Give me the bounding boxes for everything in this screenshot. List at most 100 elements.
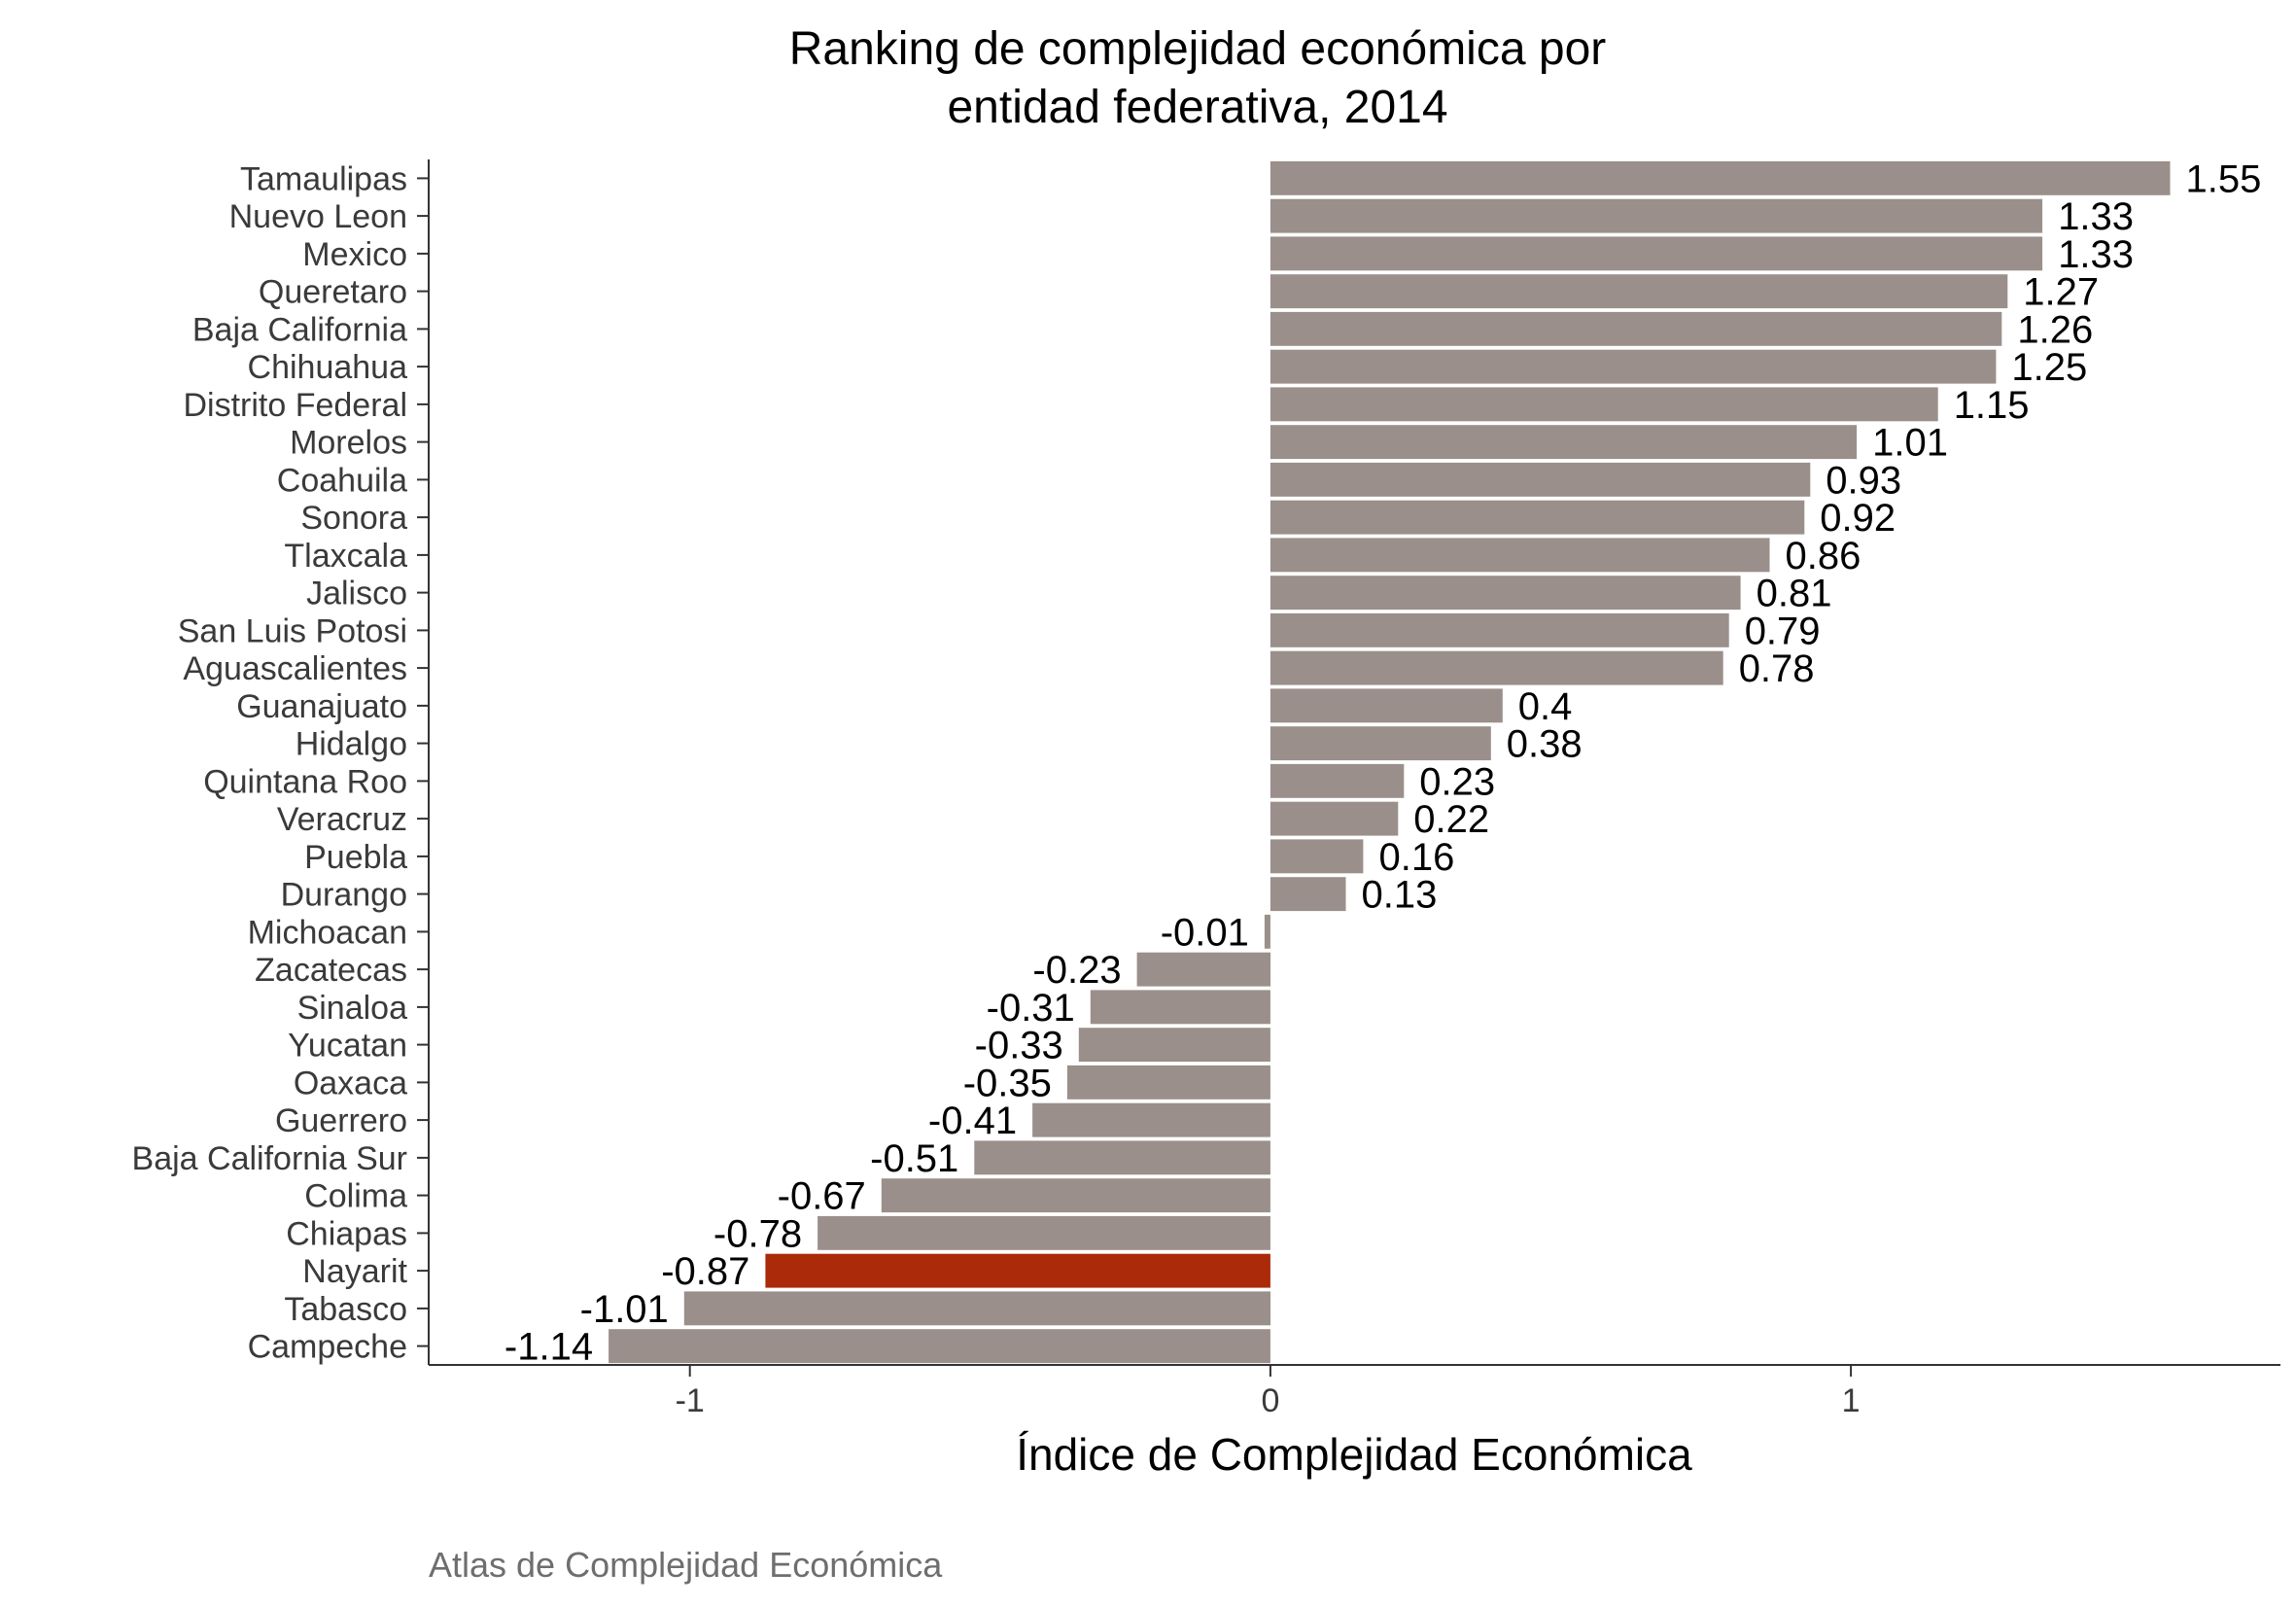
y-tick-label-campeche: Campeche [248,1329,407,1366]
y-tick-label-baja-california: Baja California [192,311,407,348]
y-tick-label-colima: Colima [304,1178,407,1215]
y-tick-label-tamaulipas: Tamaulipas [240,160,407,197]
bar-puebla [1270,839,1364,874]
value-label-puebla: 0.16 [1379,836,1455,879]
value-label-hidalgo: 0.38 [1507,723,1583,766]
bar-chihuahua [1270,349,1997,384]
bar-durango [1270,877,1346,912]
value-label-mexico: 1.33 [2058,233,2134,276]
y-tick-label-coahuila: Coahuila [277,462,407,499]
value-label-guanajuato: 0.4 [1518,685,1573,728]
bar-morelos [1270,425,1858,460]
y-tick-label-zacatecas: Zacatecas [255,952,407,989]
value-label-aguascalientes: 0.78 [1739,647,1815,690]
value-label-nuevo-leon: 1.33 [2058,195,2134,238]
bar-sonora [1270,500,1805,535]
bars-group [609,160,2171,1364]
value-label-distrito-federal: 1.15 [1954,384,2030,427]
bar-guerrero [1032,1102,1270,1137]
bar-aguascalientes [1270,650,1723,685]
y-tick-label-oaxaca: Oaxaca [294,1065,407,1101]
y-tick-label-jalisco: Jalisco [306,576,407,612]
value-labels: 1.551.331.331.271.261.251.151.010.930.92… [504,157,2261,1368]
bar-colima [881,1178,1270,1213]
bar-guanajuato [1270,688,1503,723]
bar-veracruz [1270,801,1399,836]
y-tick-label-baja-california-sur: Baja California Sur [132,1140,407,1177]
value-label-san-luis-potosi: 0.79 [1745,610,1821,652]
x-axis-ticks: -1 0 1 [676,1365,1861,1419]
value-label-colima: -0.67 [778,1175,866,1218]
y-tick-label-san-luis-potosi: San Luis Potosi [178,612,407,649]
y-tick-label-nuevo-leon: Nuevo Leon [229,198,407,235]
bar-tlaxcala [1270,538,1770,573]
value-label-yucatan: -0.33 [975,1025,1063,1067]
y-tick-label-puebla: Puebla [304,839,407,876]
bar-sinaloa [1090,990,1270,1025]
value-label-durango: 0.13 [1362,874,1438,917]
value-label-guerrero: -0.41 [928,1100,1017,1142]
value-label-nayarit: -0.87 [661,1250,749,1293]
chart-title-line-2: entidad federativa, 2014 [947,82,1447,133]
bar-mexico [1270,236,2043,271]
y-tick-label-queretaro: Queretaro [259,274,407,311]
value-label-chihuahua: 1.25 [2011,346,2087,389]
y-tick-label-veracruz: Veracruz [277,801,407,838]
y-tick-label-distrito-federal: Distrito Federal [183,387,407,424]
value-label-queretaro: 1.27 [2023,271,2099,314]
bar-yucatan [1078,1028,1270,1063]
y-tick-label-tabasco: Tabasco [284,1291,407,1328]
value-label-tabasco: -1.01 [580,1288,669,1331]
y-tick-label-aguascalientes: Aguascalientes [183,650,407,687]
value-label-michoacan: -0.01 [1161,911,1249,954]
bar-quintana-roo [1270,763,1405,798]
x-tick-label: 0 [1261,1382,1279,1419]
value-label-baja-california: 1.26 [2017,308,2093,351]
y-tick-label-sinaloa: Sinaloa [297,990,408,1027]
x-axis-title: Índice de Complejidad Económica [1016,1429,1692,1480]
y-tick-label-chiapas: Chiapas [286,1215,407,1252]
value-label-zacatecas: -0.23 [1032,949,1121,992]
bar-jalisco [1270,576,1741,611]
bar-san-luis-potosi [1270,612,1729,647]
value-label-coahuila: 0.93 [1826,459,1901,502]
y-tick-label-michoacan: Michoacan [248,914,407,951]
y-tick-label-durango: Durango [281,877,407,914]
bar-distrito-federal [1270,387,1938,422]
x-tick-label: 1 [1842,1382,1861,1419]
chart-title-line-1: Ranking de complejidad económica por [789,23,1607,75]
y-tick-label-guerrero: Guerrero [275,1102,407,1139]
y-tick-label-mexico: Mexico [302,236,407,273]
bar-michoacan [1264,914,1270,949]
bar-tabasco [683,1291,1270,1326]
bar-nayarit [765,1253,1270,1288]
y-tick-label-guanajuato: Guanajuato [236,688,407,725]
bar-coahuila [1270,462,1811,497]
y-tick-label-hidalgo: Hidalgo [296,726,407,763]
value-label-tamaulipas: 1.55 [2186,157,2262,200]
value-label-chiapas: -0.78 [713,1212,802,1255]
value-label-sonora: 0.92 [1820,497,1896,540]
y-tick-label-tlaxcala: Tlaxcala [284,538,407,575]
bar-baja-california-sur [974,1140,1270,1175]
value-label-tlaxcala: 0.86 [1786,535,1861,577]
bar-zacatecas [1136,952,1270,987]
bar-queretaro [1270,274,2008,309]
y-tick-label-sonora: Sonora [300,500,407,537]
value-label-baja-california-sur: -0.51 [870,1137,958,1180]
value-label-veracruz: 0.22 [1413,798,1489,841]
y-tick-label-morelos: Morelos [290,425,407,462]
value-label-jalisco: 0.81 [1757,573,1832,615]
bar-campeche [609,1329,1270,1364]
y-tick-label-chihuahua: Chihuahua [248,349,408,386]
caption: Atlas de Complejidad Económica [429,1545,943,1585]
value-label-oaxaca: -0.35 [963,1062,1052,1104]
bar-chiapas [818,1215,1270,1250]
y-tick-label-yucatan: Yucatan [288,1028,407,1065]
y-tick-label-quintana-roo: Quintana Roo [203,763,407,800]
bar-nuevo-leon [1270,198,2043,233]
bar-oaxaca [1066,1065,1270,1100]
bar-hidalgo [1270,726,1491,761]
